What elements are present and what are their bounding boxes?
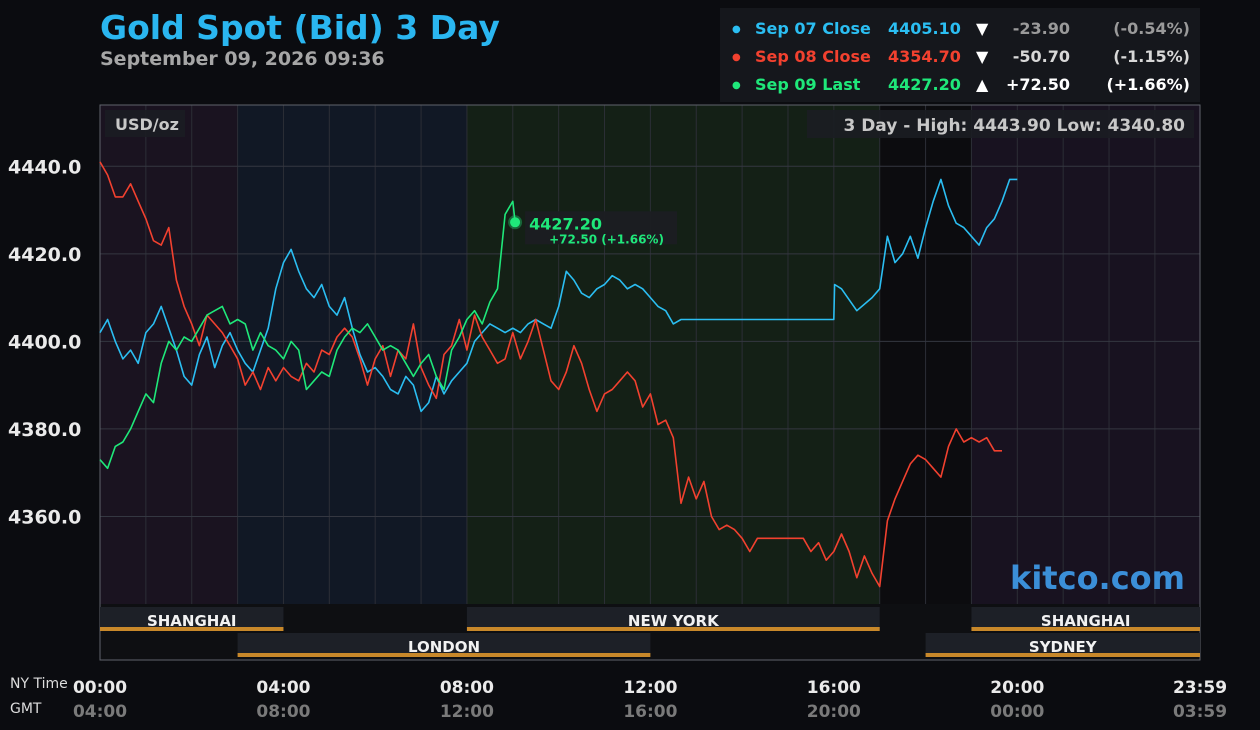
range-label-box: [807, 110, 1194, 138]
legend-close-value: 4354.70: [888, 47, 961, 66]
x-tick-label-ny: 00:00: [73, 678, 127, 698]
y-tick-label: 4380.0: [8, 419, 81, 441]
session-block: [466, 607, 880, 629]
legend: ● Sep 07 Close 4405.10 ▼ -23.90 (-0.54%)…: [720, 8, 1200, 102]
legend-change: -50.70: [1012, 47, 1070, 66]
session-bar: [971, 627, 1200, 631]
y-tick-label: 4420.0: [8, 244, 81, 266]
x-tick-label-gmt: 04:00: [73, 702, 127, 722]
up-arrow-icon: ▲: [976, 75, 989, 94]
session-label: SHANGHAI: [1041, 612, 1131, 630]
x-tick-label-ny: 12:00: [623, 678, 677, 698]
series-line-0: [99, 178, 1018, 413]
ny-time-label: NY Time: [10, 676, 68, 692]
legend-series-name: Sep 08 Close: [755, 47, 871, 66]
legend-row-sep09: ● Sep 09 Last 4427.20 ▲ +72.50 (+1.66%): [720, 75, 1200, 101]
legend-close-value: 4405.10: [888, 19, 961, 38]
session-bar: [237, 653, 651, 657]
chart-overlays: SHANGHAI NEW YORK SHANGHAI LONDON SYDNEY 4427…: [100, 110, 1200, 657]
down-arrow-icon: ▼: [976, 47, 989, 66]
x-tick-label-ny: 16:00: [807, 678, 861, 698]
chart-title: Gold Spot (Bid) 3 Day: [100, 8, 500, 47]
x-tick-label-ny: 20:00: [990, 678, 1044, 698]
y-tick-label: 4360.0: [8, 506, 81, 528]
session-tint: [466, 105, 880, 604]
gmt-label: GMT: [10, 701, 42, 717]
chart-datetime: September 09, 2026 09:36: [100, 48, 385, 70]
down-arrow-icon: ▼: [976, 19, 989, 38]
x-tick-label-gmt: 16:00: [623, 702, 677, 722]
legend-dot: ●: [732, 24, 741, 35]
legend-percent: (-0.54%): [1113, 19, 1190, 38]
last-price-label: 4427.20: [529, 214, 602, 233]
session-bar: [925, 653, 1200, 657]
kitco-watermark: kitco.com: [1010, 559, 1185, 597]
last-price-box: [525, 211, 678, 245]
session-bar: [466, 627, 880, 631]
session-label: NEW YORK: [628, 612, 720, 630]
session-tint: [971, 105, 1200, 604]
x-tick-label-gmt: 20:00: [807, 702, 861, 722]
x-tick-label-gmt: 12:00: [440, 702, 494, 722]
session-tint: [100, 105, 238, 604]
legend-dot: ●: [732, 80, 741, 91]
x-tick-label-ny: 04:00: [256, 678, 310, 698]
unit-label-box: [105, 110, 185, 137]
x-tick-label-gmt: 08:00: [256, 702, 310, 722]
legend-close-value: 4427.20: [888, 75, 961, 94]
y-tick-label: 4400.0: [8, 331, 81, 353]
unit-label: USD/oz: [115, 115, 179, 134]
x-tick-label-ny: 23:59: [1173, 678, 1227, 698]
legend-change: -23.90: [1012, 19, 1070, 38]
axis-labels: 4360.0 4380.0 4400.0 4420.0 4440.0 00:00 04:00…: [8, 156, 1227, 722]
series-line-1: [99, 161, 1002, 588]
session-block: [925, 633, 1200, 655]
session-label: SYDNEY: [1029, 638, 1098, 656]
x-tick-label-gmt: 00:00: [990, 702, 1044, 722]
session-block: [971, 607, 1200, 629]
legend-percent: (+1.66%): [1106, 75, 1190, 94]
session-block: [237, 633, 651, 655]
session-label: LONDON: [408, 638, 480, 656]
series-line-2: [99, 200, 516, 470]
legend-row-sep07: ● Sep 07 Close 4405.10 ▼ -23.90 (-0.54%): [720, 19, 1200, 45]
x-tick-label-gmt: 03:59: [1173, 702, 1227, 722]
session-bar: [100, 627, 284, 631]
last-price-change: +72.50 (+1.66%): [549, 232, 664, 246]
plot-border: [99, 104, 1201, 661]
last-price-dot: [510, 217, 521, 228]
session-label: SHANGHAI: [147, 612, 237, 630]
session-block: [100, 607, 284, 629]
session-tint: [237, 105, 467, 604]
legend-series-name: Sep 07 Close: [755, 19, 871, 38]
legend-change: +72.50: [1005, 75, 1070, 94]
legend-series-name: Sep 09 Last: [755, 75, 861, 94]
range-label: 3 Day - High: 4443.90 Low: 4340.80: [843, 116, 1185, 136]
legend-row-sep08: ● Sep 08 Close 4354.70 ▼ -50.70 (-1.15%): [720, 47, 1200, 73]
series-lines: [99, 161, 1018, 588]
x-tick-label-ny: 08:00: [440, 678, 494, 698]
legend-dot: ●: [732, 52, 741, 63]
legend-percent: (-1.15%): [1113, 47, 1190, 66]
y-tick-label: 4440.0: [8, 156, 81, 178]
